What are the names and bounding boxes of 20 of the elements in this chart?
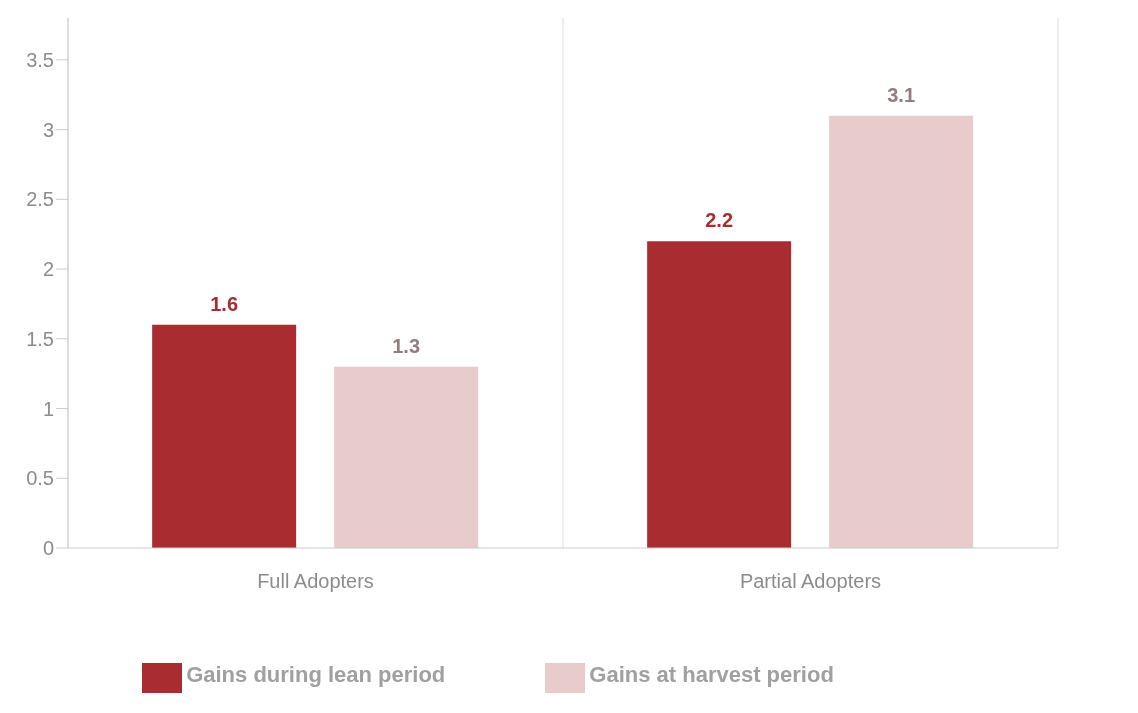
x-tick-label: Full Adopters [257,570,374,593]
y-tick-label: 0.5 [26,467,54,490]
legend-label: Gains at harvest period [589,662,834,688]
y-tick-label: 3 [42,118,54,141]
y-tick-label: 2.5 [26,188,54,211]
data-label: 3.1 [887,83,916,106]
data-label: 1.6 [210,292,239,315]
y-tick-label: 2 [42,258,54,281]
x-tick-label: Partial Adopters [739,570,882,593]
data-label: 2.2 [705,209,734,232]
bar [152,324,297,548]
bar [647,241,792,548]
y-tick-label: 1.5 [26,327,54,350]
y-tick-label: 3.5 [26,48,54,71]
y-tick-label: 0 [42,537,54,560]
legend-label: Gains during lean period [186,662,446,688]
data-label: 1.3 [392,334,421,357]
bar [334,366,479,548]
y-tick-label: 1 [42,397,54,420]
bar [829,115,974,548]
